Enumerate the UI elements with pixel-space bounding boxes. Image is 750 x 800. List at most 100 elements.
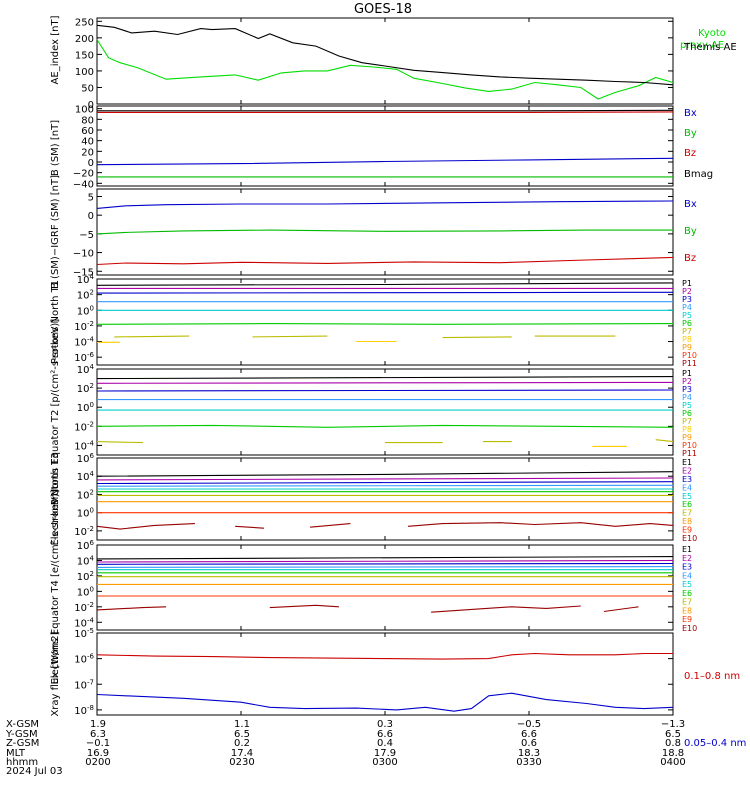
series-line-p7	[96, 441, 144, 444]
y-tick-label: 40	[81, 137, 94, 148]
legend-entry: E9	[682, 526, 692, 535]
legend-entry: P8	[682, 425, 692, 434]
ephemeris-value: 6.6	[521, 729, 537, 740]
legend-entry: E9	[682, 615, 692, 624]
legend-entry: E1	[682, 545, 692, 554]
y-tick-label: −10	[73, 249, 94, 260]
legend-entry: E3	[682, 475, 692, 484]
legend-entry: By	[684, 128, 697, 139]
series-line-e10	[269, 604, 339, 609]
legend-entry: E7	[682, 598, 692, 607]
ephemeris-value: −0.1	[86, 738, 110, 749]
y-tick-label: 10-5	[74, 627, 94, 640]
ephemeris-value: 0.3	[377, 719, 393, 730]
y-tick-label: 200	[75, 34, 94, 45]
y-tick-label: 50	[81, 83, 94, 94]
y-tick-label: 100	[77, 401, 94, 414]
y-axis-label: Electrons Equator T4 [e/(cm²-s-sr-keV)]	[50, 489, 61, 684]
series-line-e10	[603, 606, 639, 613]
series-line-e10	[431, 605, 581, 613]
legend-entry: By	[684, 226, 697, 237]
legend-entry: Bx	[684, 199, 697, 210]
legend-entry: P6	[682, 319, 692, 328]
panel-6: 106 104 102 100 10-2 Electrons North T3 E1E2E3…	[50, 452, 697, 546]
y-tick-label: −15	[73, 267, 94, 278]
panel-7: 106 104 102 100 10-2 10-4 Electrons Equator T4…	[50, 489, 697, 684]
series-line-bx	[96, 157, 674, 166]
legend-entry: P11	[682, 449, 697, 458]
y-tick-label: 5	[88, 192, 94, 203]
y-tick-label: 10-4	[74, 439, 94, 452]
legend-entry: E4	[682, 483, 692, 492]
y-tick-label: 10-8	[74, 704, 94, 717]
y-tick-label: 80	[81, 115, 94, 126]
ephemeris-value: 6.5	[665, 729, 681, 740]
ephemeris-value: 18.3	[518, 748, 540, 759]
series-line-e3	[96, 481, 674, 485]
ephemeris-value: 1.1	[234, 719, 250, 730]
series-line-themis-ae	[96, 24, 674, 86]
y-axis-label: Xray flux [W/m2]	[50, 631, 61, 716]
legend-entry: E6	[682, 500, 692, 509]
series-line-p7	[655, 439, 674, 443]
series-line-p7	[114, 335, 190, 338]
panel-frame	[96, 457, 674, 541]
y-tick-label: 102	[77, 488, 94, 501]
series-line-p3	[96, 389, 674, 392]
legend-entry: E2	[682, 466, 692, 475]
ephemeris-row-label: X-GSM	[6, 719, 39, 730]
y-tick-label: −5	[79, 230, 94, 241]
legend-entry: Bz	[684, 148, 696, 159]
series-line-0-05-0-4-nm	[96, 692, 674, 712]
y-tick-label: 10-2	[74, 420, 94, 433]
y-tick-label: 100	[75, 67, 94, 78]
series-line-e2	[96, 559, 674, 563]
legend-entry: P10	[682, 351, 697, 360]
y-tick-label: 10-4	[74, 336, 94, 349]
y-axis-label: AE_index [nT]	[50, 15, 61, 84]
ephemeris-value: 6.5	[234, 729, 250, 740]
series-line-p6	[96, 323, 674, 325]
ephemeris-value: 1.9	[90, 719, 106, 730]
y-axis-label: Protons North T1	[50, 280, 61, 364]
legend-entry: P1	[682, 369, 692, 378]
legend-entry: E4	[682, 571, 692, 580]
y-tick-label: 0	[88, 158, 94, 169]
legend-entry: E1	[682, 458, 692, 467]
legend-entry: P5	[682, 311, 692, 320]
y-axis-label: Protons Equator T2 [p/(cm²-s-sr-keV)]	[50, 319, 61, 506]
legend-entry: P4	[682, 393, 692, 402]
panel-3: 5 0 −5 −10 −15 B (SM)−IGRF (SM) [nT] Bx By Bz	[50, 175, 697, 289]
legend-entry: E8	[682, 517, 692, 526]
ephemeris-value: −1.3	[661, 719, 685, 730]
legend-entry: Themis AE	[683, 42, 737, 53]
ephemeris-value: −0.5	[517, 719, 541, 730]
legend-entry: E5	[682, 580, 692, 589]
y-tick-label: 100	[75, 105, 94, 116]
series-line-e10	[310, 523, 351, 528]
legend-entry: P2	[682, 377, 692, 386]
ephemeris-value: 17.4	[231, 748, 253, 759]
y-tick-label: 10-2	[74, 525, 94, 538]
series-line-e10	[407, 522, 674, 527]
ephemeris-value: 18.8	[662, 748, 684, 759]
ephemeris-row-label: Z-GSM	[6, 738, 39, 749]
y-tick-label: 10-6	[74, 653, 94, 666]
legend-entry: P3	[682, 385, 692, 394]
y-tick-label: 0	[88, 211, 94, 222]
ephemeris-row-label: 2024 Jul 03	[6, 766, 63, 777]
legend-entry: E2	[682, 554, 692, 563]
legend-entry: proxy AE	[680, 40, 724, 51]
y-tick-label: 106	[77, 539, 95, 552]
y-tick-label: 100	[77, 507, 94, 520]
legend-entry: P5	[682, 401, 692, 410]
y-tick-label: 0	[88, 100, 94, 111]
series-line-bx	[96, 200, 674, 209]
series-line-e10	[235, 525, 265, 529]
y-tick-label: 102	[77, 570, 94, 583]
